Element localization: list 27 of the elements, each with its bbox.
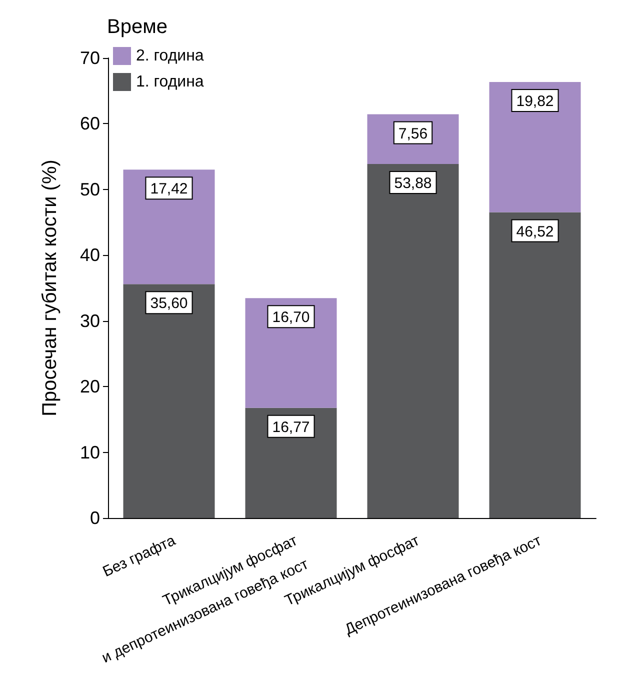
bar [245, 298, 337, 408]
y-axis-title: Просечан губитак кости (%) [39, 160, 61, 416]
bar [123, 284, 215, 518]
bar [123, 170, 215, 284]
data-label: 53,88 [394, 174, 432, 192]
bar [489, 82, 581, 212]
y-tick-label: 30 [80, 310, 100, 331]
y-tick-label: 20 [80, 376, 100, 397]
legend-label: 1. година [136, 74, 204, 90]
data-label: 19,82 [516, 93, 554, 110]
bar [245, 408, 337, 518]
data-label: 35,60 [150, 295, 188, 312]
y-tick-label: 60 [80, 114, 100, 134]
legend-label: 2. година [136, 48, 204, 64]
y-tick-label: 50 [80, 179, 100, 200]
data-label: 16,70 [272, 309, 310, 326]
data-label: 17,42 [150, 180, 188, 198]
data-label: 7,56 [398, 125, 428, 142]
y-tick-label: 40 [80, 245, 100, 266]
data-label: 16,77 [272, 418, 310, 436]
y-tick-label: 70 [80, 48, 100, 68]
bar [367, 164, 459, 518]
y-tick-label: 10 [80, 442, 100, 462]
y-tick-label: 0 [90, 508, 100, 528]
data-label: 46,52 [516, 223, 554, 240]
legend-title: Време [107, 16, 168, 38]
bar [489, 212, 581, 518]
